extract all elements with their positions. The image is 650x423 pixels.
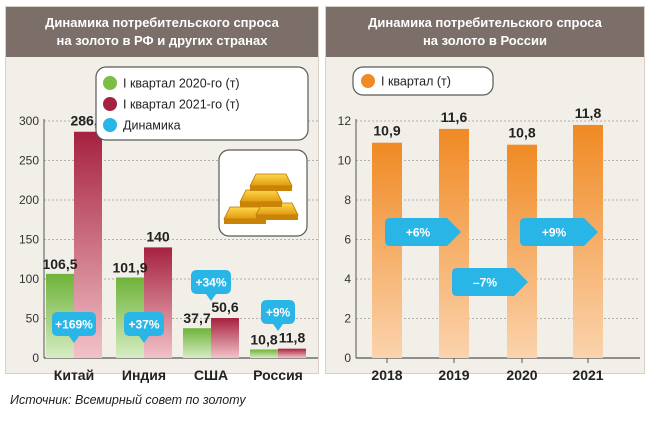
bar-label-2020-0: 106,5 (42, 256, 77, 272)
bar-2021-3 (278, 348, 306, 358)
legend-swatch-2 (103, 118, 117, 132)
legend-label-0: I квартал 2020-го (т) (123, 77, 240, 91)
bar-2021-2 (211, 318, 239, 358)
left-y-tick-label: 300 (19, 114, 39, 128)
russia-bar-label-2019: 11,6 (441, 109, 468, 125)
left-legend-box (95, 66, 309, 141)
dynamics-bubble-2-label: +34% (195, 276, 226, 290)
right-y-tick-label: 10 (338, 154, 352, 168)
left-y-tick-label: 200 (19, 193, 39, 207)
left-y-tick-label: 0 (32, 351, 39, 365)
change-arrow-2-label: +9% (542, 226, 567, 240)
change-arrow-0 (385, 218, 461, 246)
legend-label-1: I квартал 2021-го (т) (123, 98, 240, 112)
left-y-tick-label: 100 (19, 272, 39, 286)
dynamics-bubble-3 (261, 300, 295, 331)
gold-ingot-side (256, 215, 298, 220)
russia-bar-label-2020: 10,8 (508, 125, 535, 141)
x-category-label-3: Россия (253, 367, 303, 383)
x-category-label-1: Индия (122, 367, 166, 383)
russia-bar-2020 (507, 144, 537, 358)
gold-ingot-side (240, 202, 282, 207)
legend-swatch-1 (103, 97, 117, 111)
bar-label-2021-3: 11,8 (279, 330, 306, 346)
dynamics-bubble-3-label: +9% (266, 306, 291, 320)
bar-label-2021-2: 50,6 (211, 299, 238, 315)
right-y-tick-label: 12 (338, 114, 352, 128)
dynamics-bubble-1 (124, 312, 164, 343)
gold-ingot (239, 189, 283, 203)
right-y-tick-label: 6 (344, 233, 351, 247)
right-y-tick-label: 0 (344, 351, 351, 365)
year-label-2020: 2020 (506, 367, 537, 383)
right-legend-swatch (361, 74, 375, 88)
left-y-tick-label: 150 (19, 233, 39, 247)
bar-label-2020-1: 101,9 (112, 259, 147, 275)
bar-label-2021-1: 140 (146, 228, 170, 244)
dynamics-bubble-1-label: +37% (128, 318, 159, 332)
x-category-label-2: США (194, 367, 228, 383)
gold-bars-icon (223, 173, 299, 224)
russia-bar-2018 (372, 142, 402, 358)
x-category-label-0: Китай (54, 367, 94, 383)
year-label-2021: 2021 (572, 367, 603, 383)
gold-ingot (249, 173, 293, 187)
dynamics-bubble-2 (191, 270, 231, 301)
bar-2021-1 (144, 247, 172, 358)
year-label-2019: 2019 (438, 367, 469, 383)
change-arrow-2 (520, 218, 598, 246)
russia-bar-label-2021: 11,8 (575, 105, 602, 121)
bar-label-2020-3: 10,8 (250, 331, 277, 347)
right-y-tick-label: 4 (344, 272, 351, 286)
gold-ingot-side (224, 219, 266, 224)
dynamics-bubble-0-label: +169% (55, 318, 93, 332)
right-panel-title: Динамика потребительского спроса на золо… (326, 7, 644, 57)
legend-label-2: Динамика (123, 119, 181, 133)
bar-label-2020-2: 37,7 (183, 310, 210, 326)
bar-2020-2 (183, 328, 211, 358)
left-panel-title: Динамика потребительского спроса на золо… (6, 7, 318, 57)
right-y-tick-label: 8 (344, 193, 351, 207)
legend-swatch-0 (103, 76, 117, 90)
change-arrow-0-label: +6% (406, 226, 431, 240)
source-note: Источник: Всемирный совет по золоту (10, 393, 246, 407)
left-y-tick-label: 50 (26, 312, 40, 326)
change-arrow-1-label: –7% (473, 276, 497, 290)
dynamics-bubble-0 (52, 312, 96, 343)
left-y-tick-label: 250 (19, 154, 39, 168)
change-arrow-1 (452, 268, 528, 296)
russia-bar-label-2018: 10,9 (373, 123, 400, 139)
right-legend-label: I квартал (т) (381, 75, 451, 89)
bar-2020-3 (250, 349, 278, 358)
right-y-tick-label: 2 (344, 312, 351, 326)
gold-ingot-side (250, 186, 292, 191)
year-label-2018: 2018 (371, 367, 402, 383)
right-legend-box (352, 66, 494, 96)
